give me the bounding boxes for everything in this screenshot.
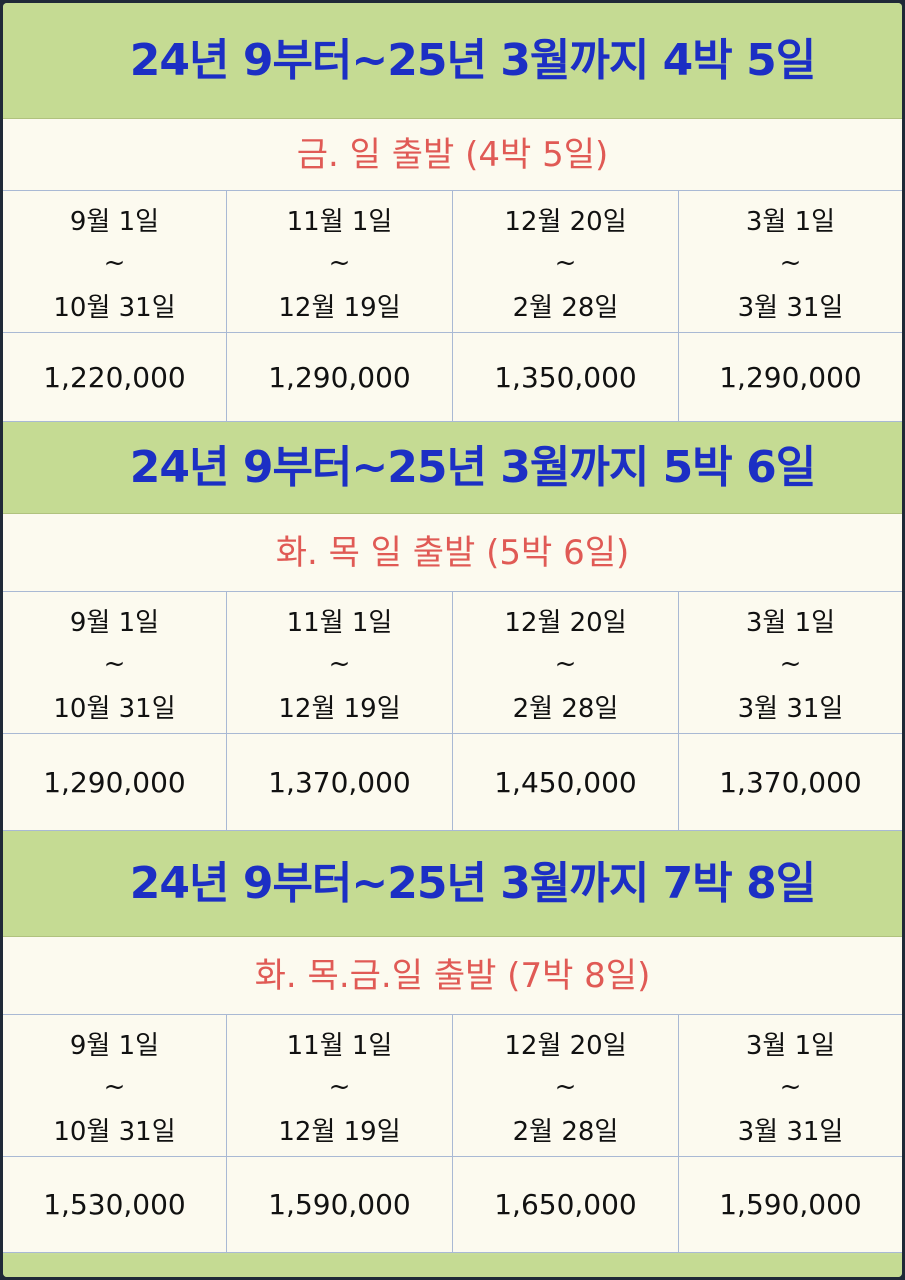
price-cell: 1,590,000 [679,1157,902,1253]
period-end: 12월 19일 [278,293,401,323]
period-cell: 3월 1일 ~3월 31일 [679,592,902,734]
period-separator: ~ [328,648,351,679]
price-cell: 1,650,000 [453,1157,679,1253]
period-end: 10월 31일 [53,293,176,323]
period-end: 12월 19일 [278,1117,401,1147]
period-separator: ~ [554,247,577,278]
section-subtitle: 화. 목 일 출발 (5박 6일) [3,514,902,592]
section-title: 24년 9부터~25년 3월까지 4박 5일 [3,3,902,119]
period-row: 9월 1일 ~10월 31일 11월 1일 ~12월 19일 12월 20일 ~2월 … [3,191,902,333]
period-end: 10월 31일 [53,1117,176,1147]
period-cell: 11월 1일 ~12월 19일 [227,191,453,333]
period-start: 3월 1일 [745,1031,836,1061]
price-cell: 1,290,000 [679,333,902,422]
period-end: 3월 31일 [737,293,844,323]
period-start: 9월 1일 [69,608,160,638]
period-separator: ~ [554,648,577,679]
section-title: 24년 9부터~25년 3월까지 7박 8일 [3,831,902,937]
section-5n6d: 24년 9부터~25년 3월까지 5박 6일 화. 목 일 출발 (5박 6일)… [3,422,902,831]
period-start: 11월 1일 [286,1031,393,1061]
price-row: 1,290,000 1,370,000 1,450,000 1,370,000 [3,734,902,831]
period-start: 12월 20일 [504,608,627,638]
bottom-bar [3,1255,902,1277]
period-cell: 3월 1일 ~3월 31일 [679,191,902,333]
price-cell: 1,450,000 [453,734,679,831]
price-row: 1,220,000 1,290,000 1,350,000 1,290,000 [3,333,902,422]
price-cell: 1,590,000 [227,1157,453,1253]
period-end: 3월 31일 [737,694,844,724]
price-row: 1,530,000 1,590,000 1,650,000 1,590,000 [3,1157,902,1253]
period-start: 11월 1일 [286,608,393,638]
period-cell: 12월 20일 ~2월 28일 [453,1015,679,1157]
period-cell: 12월 20일 ~2월 28일 [453,592,679,734]
period-start: 9월 1일 [69,207,160,237]
period-end: 2월 28일 [512,293,619,323]
period-cell: 9월 1일 ~10월 31일 [3,592,227,734]
price-table: 24년 9부터~25년 3월까지 4박 5일 금. 일 출발 (4박 5일) 9… [3,3,902,1277]
period-separator: ~ [554,1071,577,1102]
period-start: 3월 1일 [745,207,836,237]
section-subtitle: 금. 일 출발 (4박 5일) [3,119,902,191]
period-row: 9월 1일 ~10월 31일 11월 1일 ~12월 19일 12월 20일 ~2월 … [3,592,902,734]
price-cell: 1,290,000 [227,333,453,422]
period-separator: ~ [779,247,802,278]
section-4n5d: 24년 9부터~25년 3월까지 4박 5일 금. 일 출발 (4박 5일) 9… [3,3,902,422]
price-cell: 1,220,000 [3,333,227,422]
period-start: 11월 1일 [286,207,393,237]
period-end: 12월 19일 [278,694,401,724]
price-cell: 1,370,000 [679,734,902,831]
period-separator: ~ [779,1071,802,1102]
period-start: 12월 20일 [504,207,627,237]
period-end: 2월 28일 [512,694,619,724]
price-cell: 1,370,000 [227,734,453,831]
period-row: 9월 1일 ~10월 31일 11월 1일 ~12월 19일 12월 20일 ~2월 … [3,1015,902,1157]
period-separator: ~ [328,247,351,278]
period-separator: ~ [779,648,802,679]
section-7n8d: 24년 9부터~25년 3월까지 7박 8일 화. 목.금.일 출발 (7박 8… [3,831,902,1253]
period-cell: 9월 1일 ~10월 31일 [3,191,227,333]
price-cell: 1,350,000 [453,333,679,422]
period-end: 10월 31일 [53,694,176,724]
period-cell: 11월 1일 ~12월 19일 [227,1015,453,1157]
period-separator: ~ [103,1071,126,1102]
period-cell: 3월 1일 ~3월 31일 [679,1015,902,1157]
price-cell: 1,530,000 [3,1157,227,1253]
period-cell: 12월 20일 ~2월 28일 [453,191,679,333]
period-separator: ~ [103,247,126,278]
period-cell: 11월 1일 ~12월 19일 [227,592,453,734]
period-separator: ~ [103,648,126,679]
period-start: 9월 1일 [69,1031,160,1061]
period-separator: ~ [328,1071,351,1102]
section-subtitle: 화. 목.금.일 출발 (7박 8일) [3,937,902,1015]
period-cell: 9월 1일 ~10월 31일 [3,1015,227,1157]
price-cell: 1,290,000 [3,734,227,831]
period-start: 3월 1일 [745,608,836,638]
period-start: 12월 20일 [504,1031,627,1061]
section-title: 24년 9부터~25년 3월까지 5박 6일 [3,422,902,514]
period-end: 2월 28일 [512,1117,619,1147]
period-end: 3월 31일 [737,1117,844,1147]
